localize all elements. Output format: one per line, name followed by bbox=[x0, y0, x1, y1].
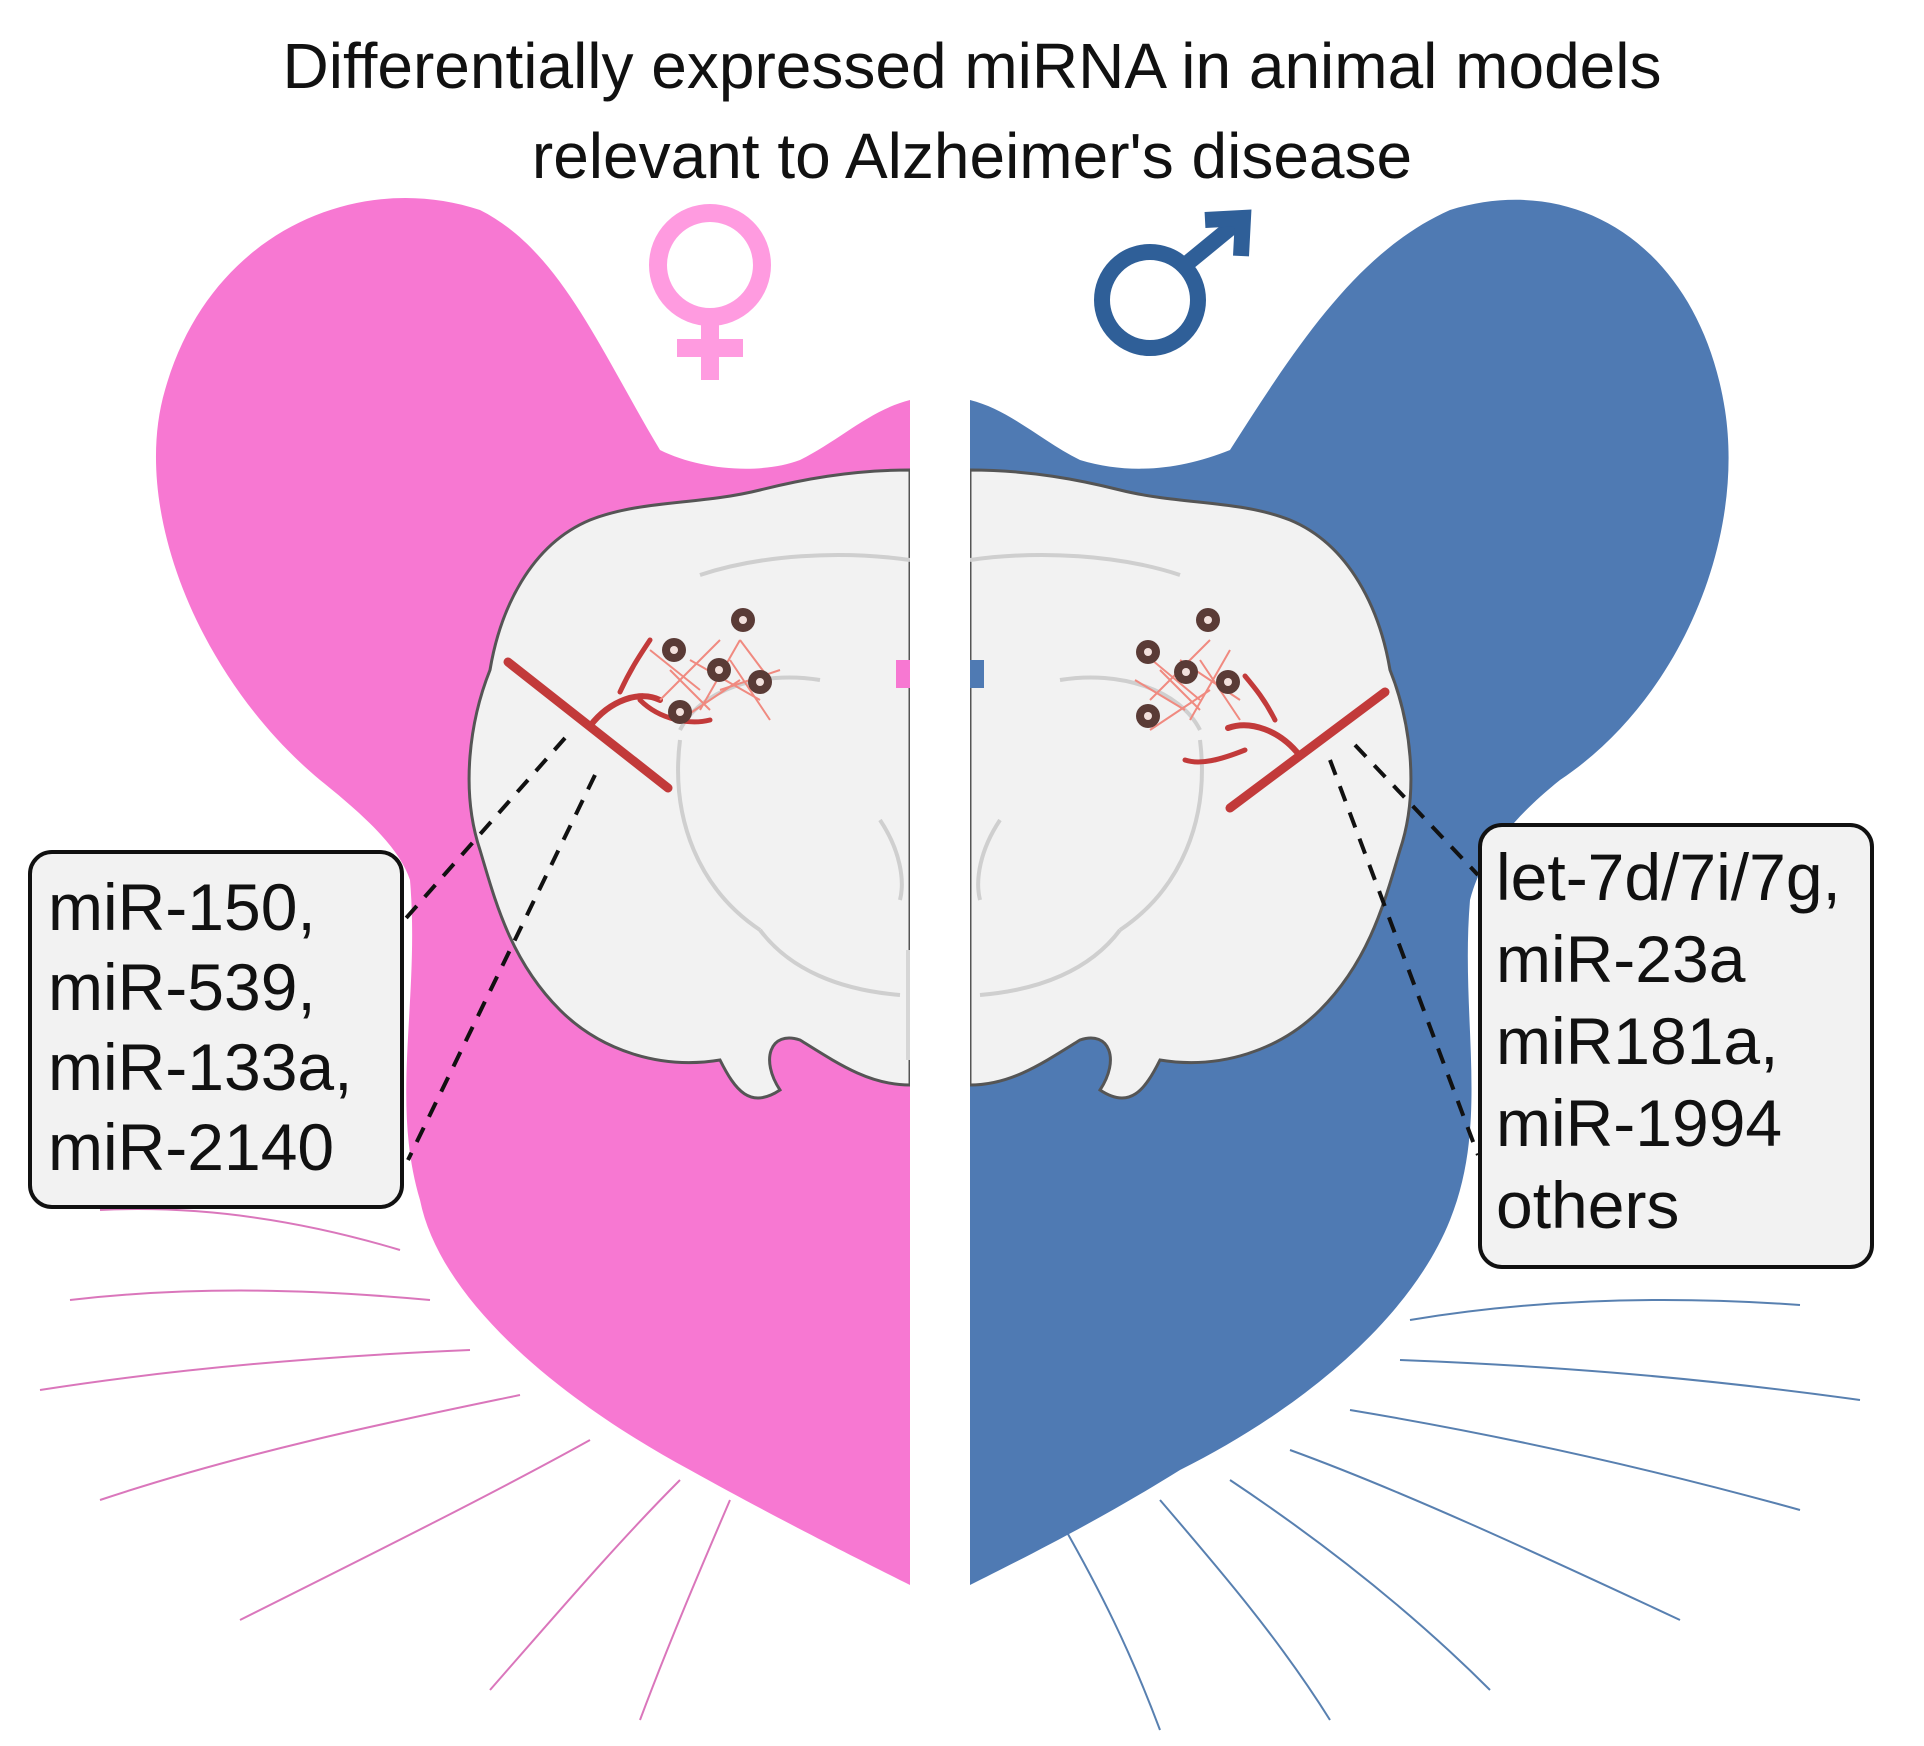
female-callout-lines bbox=[398, 736, 597, 1161]
male-callout-lines bbox=[1328, 743, 1480, 1156]
male-mirna-5: others bbox=[1496, 1168, 1679, 1242]
title-line-1: Differentially expressed miRNA in animal… bbox=[283, 30, 1662, 102]
male-brain-hemisphere bbox=[968, 468, 1413, 1100]
female-symbol-icon bbox=[649, 204, 771, 380]
female-mirna-3: miR-133a, bbox=[48, 1030, 352, 1104]
male-mirna-3: miR181a, bbox=[1496, 1004, 1778, 1078]
male-mirna-2: miR-23a bbox=[1496, 922, 1746, 996]
female-whiskers bbox=[39, 1208, 731, 1721]
male-mirna-4: miR-1994 bbox=[1496, 1086, 1782, 1160]
female-mirna-1: miR-150, bbox=[48, 870, 316, 944]
female-mirna-2: miR-539, bbox=[48, 950, 316, 1024]
male-amyloid-plaques bbox=[1134, 608, 1241, 731]
title-line-2: relevant to Alzheimer's disease bbox=[532, 120, 1412, 192]
male-mirna-1: let-7d/7i/7g, bbox=[1496, 840, 1841, 914]
female-mirna-4: miR-2140 bbox=[48, 1110, 334, 1184]
male-whiskers bbox=[1059, 1299, 1861, 1731]
female-brain-hemisphere bbox=[467, 468, 912, 1100]
female-amyloid-plaques bbox=[649, 608, 781, 724]
female-ventricle bbox=[896, 660, 912, 688]
female-mirna-box bbox=[28, 850, 404, 1209]
male-mirna-box bbox=[1478, 823, 1874, 1269]
male-symbol-icon bbox=[1094, 209, 1252, 356]
male-ventricle bbox=[968, 660, 984, 688]
center-divider bbox=[910, 395, 970, 1605]
male-blood-vessel bbox=[1182, 673, 1390, 813]
